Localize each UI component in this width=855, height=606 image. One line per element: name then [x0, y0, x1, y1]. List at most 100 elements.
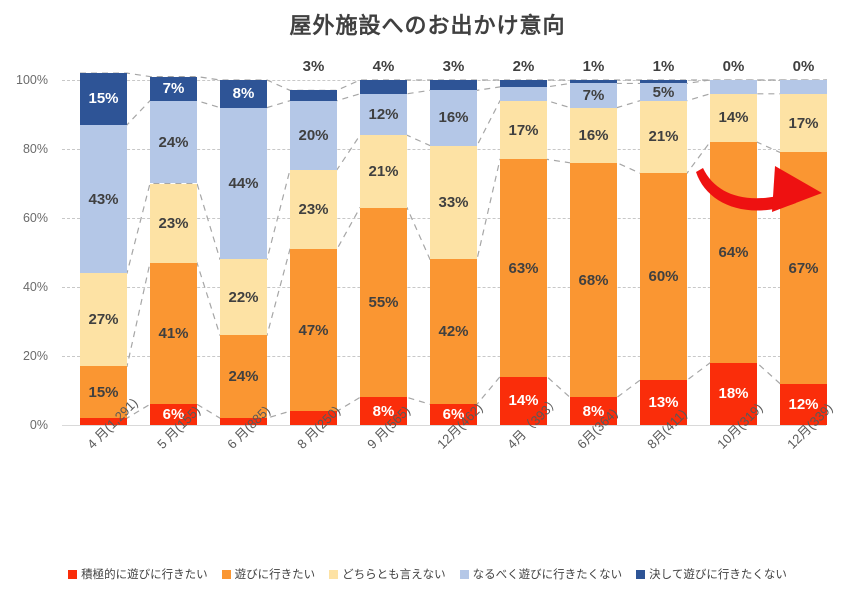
bar-segment[interactable]: 23%	[290, 169, 337, 250]
bar-segment[interactable]: 64%	[710, 142, 757, 363]
bar-segment[interactable]: 47%	[290, 249, 337, 412]
stacked-bar[interactable]: 18% 64% 14%	[710, 80, 757, 425]
stacked-bar[interactable]: 12% 67% 17%	[780, 80, 827, 425]
bar-segment[interactable]	[80, 418, 127, 425]
bar-segment[interactable]	[290, 411, 337, 425]
bar-segment[interactable]	[500, 86, 547, 101]
bar-segment[interactable]: 12%	[360, 93, 407, 136]
bar-segment[interactable]: 67%	[780, 152, 827, 384]
bar-segment[interactable]: 8%	[360, 397, 407, 425]
segment-value-label: 13%	[648, 394, 679, 412]
stacked-bar[interactable]: 15% 27% 43% 15%	[80, 73, 127, 425]
bar-top-value-label: 0%	[792, 58, 815, 75]
bar-segment[interactable]: 21%	[360, 135, 407, 208]
bar-segment[interactable]: 33%	[430, 145, 477, 260]
bar-segment[interactable]: 15%	[80, 73, 127, 125]
bar-segment[interactable]: 14%	[500, 376, 547, 425]
segment-value-label: 6%	[442, 406, 465, 424]
bar-top-value-label: 3%	[442, 58, 465, 75]
bar-segment[interactable]	[290, 90, 337, 101]
bar-segment[interactable]: 24%	[220, 335, 267, 419]
stacked-bar[interactable]: 8% 68% 16% 7%	[570, 80, 617, 425]
segment-value-label: 22%	[228, 288, 259, 306]
bar-segment[interactable]: 23%	[150, 183, 197, 263]
bar-segment[interactable]: 17%	[780, 93, 827, 153]
segment-value-label: 33%	[438, 193, 469, 211]
bar-segment[interactable]: 22%	[220, 259, 267, 336]
bar-top-value-label: 1%	[652, 58, 675, 75]
bar-segment[interactable]: 14%	[710, 93, 757, 143]
bar-segment[interactable]: 13%	[640, 380, 687, 425]
segment-value-label: 8%	[582, 402, 605, 420]
bar-segment[interactable]	[430, 80, 477, 91]
bar-segment[interactable]: 60%	[640, 173, 687, 381]
segment-value-label: 21%	[368, 162, 399, 180]
bar-segment[interactable]: 6%	[430, 404, 477, 425]
bar-segment[interactable]: 8%	[220, 80, 267, 108]
bar-segment[interactable]: 17%	[500, 100, 547, 160]
stacked-bar[interactable]: 6% 41% 23% 24% 7%	[150, 76, 197, 425]
segment-value-label: 5%	[652, 83, 675, 101]
bar-segment[interactable]: 16%	[570, 107, 617, 163]
bar-segment[interactable]: 8%	[570, 397, 617, 425]
bar-segment[interactable]: 68%	[570, 162, 617, 398]
bar-segment[interactable]: 18%	[710, 362, 757, 425]
bar-segment[interactable]	[640, 80, 687, 84]
bar-segment[interactable]: 24%	[150, 100, 197, 184]
bar-segment[interactable]: 63%	[500, 159, 547, 377]
bar-top-value-label: 0%	[722, 58, 745, 75]
bar-segment[interactable]	[500, 80, 547, 87]
bar-segment[interactable]: 15%	[80, 366, 127, 419]
legend-swatch-icon	[636, 569, 646, 579]
bar-segment[interactable]	[220, 418, 267, 425]
legend-label: なるべく遊びに行きたくない	[472, 569, 623, 581]
stacked-bar[interactable]: 8% 55% 21% 12%	[360, 80, 407, 425]
legend-item[interactable]: 積極的に遊びに行きたい	[68, 566, 208, 582]
legend-item[interactable]: 遊びに行きたい	[221, 566, 315, 582]
segment-value-label: 8%	[232, 85, 255, 103]
segment-value-label: 16%	[438, 109, 469, 127]
segment-value-label: 20%	[298, 126, 329, 144]
bar-segment[interactable]	[780, 80, 827, 94]
chart-legend: 積極的に遊びに行きたい 遊びに行きたい どちらとも言えない なるべく遊びに行きたくない…	[0, 566, 855, 582]
bar-top-value-label: 2%	[512, 58, 535, 75]
bar-segment[interactable]	[570, 80, 617, 84]
legend-item[interactable]: 決して遊びに行きたくない	[636, 566, 787, 582]
segment-value-label: 15%	[88, 90, 119, 108]
y-axis-tick-label: 60%	[22, 211, 48, 225]
bar-segment[interactable]: 12%	[780, 383, 827, 425]
segment-value-label: 12%	[368, 105, 399, 123]
segment-value-label: 24%	[158, 133, 189, 151]
bar-segment[interactable]: 43%	[80, 124, 127, 274]
segment-value-label: 41%	[158, 325, 189, 343]
segment-value-label: 18%	[718, 385, 749, 403]
segment-value-label: 7%	[162, 80, 185, 98]
segment-value-label: 7%	[582, 87, 605, 104]
segment-value-label: 21%	[648, 128, 679, 146]
bar-segment[interactable]: 21%	[640, 100, 687, 174]
bar-segment[interactable]: 55%	[360, 207, 407, 398]
segment-value-label: 63%	[508, 259, 539, 277]
bar-segment[interactable]: 41%	[150, 262, 197, 405]
bar-segment[interactable]: 42%	[430, 259, 477, 405]
stacked-bar[interactable]: 14% 63% 17%	[500, 80, 547, 425]
bar-segment[interactable]: 5%	[640, 83, 687, 101]
stacked-bar[interactable]: 6% 42% 33% 16%	[430, 80, 477, 425]
bar-segment[interactable]: 7%	[150, 76, 197, 101]
bar-segment[interactable]	[360, 80, 407, 94]
bar-segment[interactable]	[710, 80, 757, 94]
legend-swatch-icon	[68, 569, 78, 579]
bar-segment[interactable]: 44%	[220, 107, 267, 260]
stacked-bar[interactable]: 24% 22% 44% 8%	[220, 80, 267, 425]
stacked-bar[interactable]: 13% 60% 21% 5%	[640, 80, 687, 425]
bar-segment[interactable]: 6%	[150, 404, 197, 425]
legend-item[interactable]: なるべく遊びに行きたくない	[459, 566, 623, 582]
bar-segment[interactable]: 7%	[570, 83, 617, 108]
bar-segment[interactable]: 27%	[80, 273, 127, 367]
stacked-bar[interactable]: 47% 23% 20%	[290, 80, 337, 425]
y-axis-tick-label: 0%	[29, 418, 48, 432]
legend-item[interactable]: どちらとも言えない	[329, 566, 446, 582]
bar-segment[interactable]: 20%	[290, 100, 337, 170]
bar-segment[interactable]: 16%	[430, 90, 477, 146]
segment-value-label: 42%	[438, 323, 469, 341]
